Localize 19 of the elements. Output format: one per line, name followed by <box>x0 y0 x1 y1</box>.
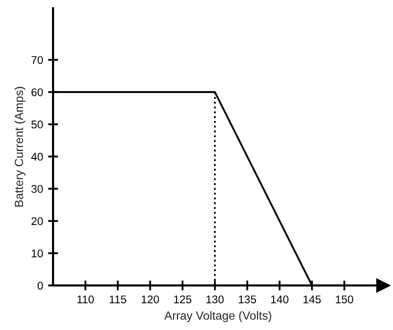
y-tick-label: 60 <box>32 88 43 96</box>
x-tick-label: 145 <box>304 296 321 304</box>
x-tick-label: 125 <box>174 295 192 304</box>
x-tick-label: 115 <box>110 296 126 304</box>
y-axis-title: Battery Current (Amps) <box>14 86 26 207</box>
y-tick-label: 50 <box>31 120 43 128</box>
x-tick-label: 150 <box>336 295 354 304</box>
x-tick-label: 110 <box>77 295 94 304</box>
x-tick-label: 120 <box>142 295 159 304</box>
x-tick-label: 130 <box>206 295 224 304</box>
y-tick-label: 0 <box>38 282 43 290</box>
x-axis-title: Array Voltage (Volts) <box>164 311 272 322</box>
y-tick-label: 10 <box>32 249 43 258</box>
y-tick-label: 30 <box>31 185 43 193</box>
x-tick-label: 135 <box>238 295 256 304</box>
y-tick-label: 20 <box>32 217 43 226</box>
y-tick-label: 40 <box>31 152 43 161</box>
y-tick-label: 70 <box>32 56 43 64</box>
x-tick-label: 140 <box>271 295 288 304</box>
